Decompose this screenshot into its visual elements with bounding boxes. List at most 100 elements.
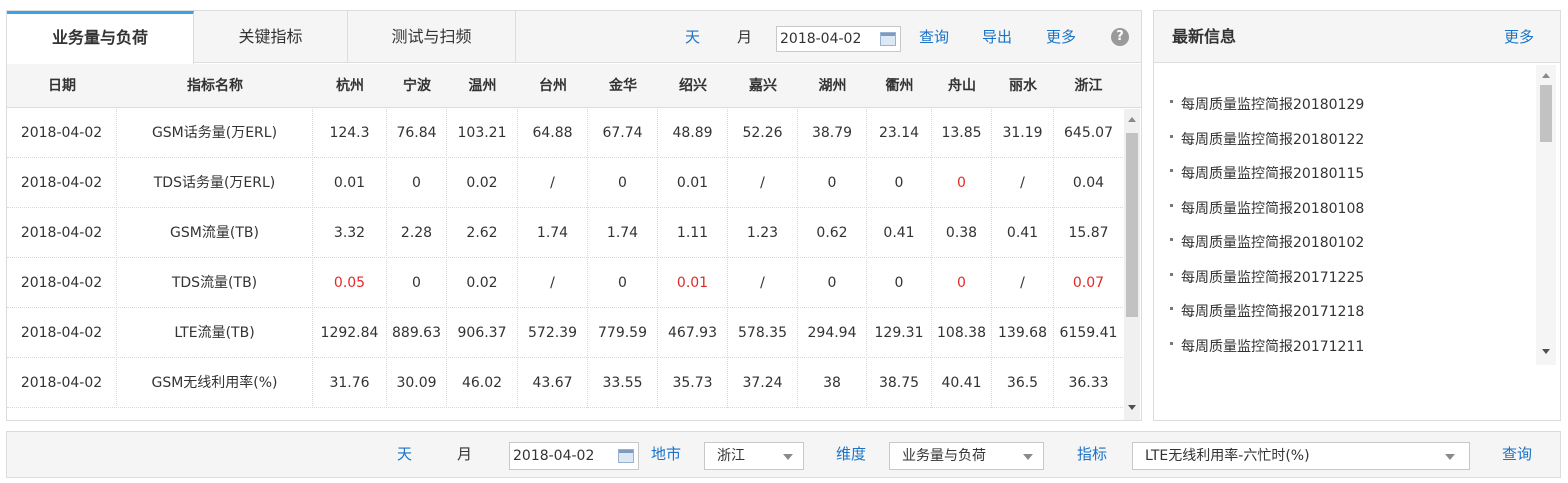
- table-cell-zhoushan: 0: [932, 259, 992, 308]
- table-cell-huzhou: 294.94: [798, 309, 867, 358]
- bullet-icon: [1170, 203, 1173, 207]
- table-scroll-thumb[interactable]: [1126, 133, 1138, 317]
- table-cell-indicator: GSM话务量(万ERL): [117, 109, 313, 158]
- column-header-ningbo: 宁波: [403, 78, 431, 94]
- table-cell-quzhou: 0: [867, 259, 932, 308]
- table-row: 2018-04-02 TDS话务量(万ERL) 0.01 0 0.02/0 0.01/0 0…: [7, 159, 1123, 208]
- news-scrollbar[interactable]: [1536, 65, 1556, 365]
- table-cell-wenzhou: 2.62: [447, 209, 518, 258]
- calendar-icon[interactable]: [880, 32, 896, 46]
- export-button[interactable]: 导出: [982, 28, 1013, 46]
- metric-select[interactable]: LTE无线利用率-六忙时(%): [1132, 442, 1470, 470]
- table-cell-hangzhou: 124.3: [313, 109, 387, 158]
- table-cell-huzhou: 0.62: [798, 209, 867, 258]
- tab-traffic-load[interactable]: 业务量与负荷: [7, 11, 194, 64]
- news-item-label: 每周质量监控简报20180115: [1181, 166, 1365, 182]
- column-header-taizhou: 台州: [539, 78, 567, 94]
- metric-chevron-down-icon: [1445, 454, 1455, 460]
- news-item-label: 每周质量监控简报20180122: [1181, 131, 1365, 148]
- news-scroll-up-icon[interactable]: [1542, 73, 1550, 78]
- table-cell-ningbo: 2.28: [387, 209, 447, 258]
- bullet-icon: [1170, 100, 1173, 103]
- news-item[interactable]: 每周质量监控简报20171225: [1170, 268, 1364, 288]
- table-body: 2018-04-02 GSM话务量(万ERL) 124.3 76.84 103.21 64…: [7, 109, 1123, 420]
- table-cell-ningbo: 889.63: [387, 309, 447, 358]
- metric-label: 指标: [1077, 445, 1108, 463]
- column-header-indicator: 指标名称: [187, 78, 243, 94]
- table-cell-huzhou: 0: [798, 159, 867, 208]
- query-button[interactable]: 查询: [919, 28, 950, 46]
- filter-day-toggle[interactable]: 天: [397, 445, 413, 463]
- news-item-label: 每周质量监控简报20171218: [1181, 304, 1365, 320]
- column-header-wenzhou: 温州: [468, 78, 497, 94]
- news-item[interactable]: 每周质量监控简报20180129: [1170, 95, 1364, 115]
- news-item[interactable]: 每周质量监控简报20180122: [1170, 130, 1364, 150]
- filter-month-toggle[interactable]: 月: [457, 445, 473, 463]
- day-toggle[interactable]: 天: [685, 28, 701, 46]
- table-cell-zhejiang: 645.07: [1064, 125, 1113, 141]
- table-cell-taizhou: 572.39: [518, 309, 588, 358]
- metric-value: LTE无线利用率-六忙时(%): [1145, 448, 1310, 464]
- table-cell-hangzhou: 3.32: [313, 209, 387, 258]
- city-select[interactable]: 浙江: [704, 442, 804, 470]
- table-cell-wenzhou: 906.37: [447, 309, 518, 358]
- news-item-label: 每周质量监控简报20180129: [1181, 97, 1365, 113]
- table-row: 2018-04-02 LTE流量(TB) 1292.84 889.63 906.37 57…: [7, 309, 1123, 358]
- news-item[interactable]: 每周质量监控简报20180115: [1170, 164, 1364, 184]
- city-chevron-down-icon: [783, 454, 793, 460]
- date-picker[interactable]: 2018-04-02: [776, 26, 901, 52]
- table-cell-hangzhou: 0.01: [313, 159, 387, 208]
- filter-calendar-icon[interactable]: [618, 449, 634, 463]
- help-icon[interactable]: ?: [1111, 28, 1129, 46]
- column-header-huzhou: 湖州: [818, 78, 847, 94]
- table-cell-shaoxing: 467.93: [658, 309, 728, 358]
- bullet-icon: [1170, 272, 1173, 276]
- table-cell-taizhou: 43.67: [518, 359, 588, 408]
- table-cell-shaoxing: 0.01: [658, 159, 728, 208]
- news-title: 最新信息: [1172, 27, 1237, 46]
- dimension-select[interactable]: 业务量与负荷: [889, 442, 1044, 470]
- table-cell-zhejiang: 0.07: [1072, 275, 1105, 291]
- table-cell-jiaxing: 1.23: [728, 209, 798, 258]
- scroll-down-icon[interactable]: [1128, 405, 1136, 410]
- column-header-jinhua: 金华: [609, 78, 637, 94]
- table-cell-indicator: TDS话务量(万ERL): [117, 159, 313, 208]
- bullet-icon: [1170, 238, 1173, 241]
- table-cell-jiaxing: 37.24: [728, 359, 798, 408]
- news-item[interactable]: 每周质量监控简报20180108: [1170, 199, 1364, 219]
- kpi-panel: 业务量与负荷 关键指标 测试与扫频 天 月 2018-04-02 查询 导出 更…: [6, 10, 1142, 421]
- news-item[interactable]: 每周质量监控简报20180102: [1170, 233, 1364, 253]
- table-cell-taizhou: 1.74: [518, 209, 588, 258]
- table-cell-quzhou: 38.75: [867, 359, 932, 408]
- tab-key-indicators[interactable]: 关键指标: [194, 11, 348, 63]
- table-scrollbar[interactable]: [1124, 109, 1140, 420]
- table-cell-zhejiang: 15.87: [1068, 225, 1109, 241]
- table-cell-huzhou: 0: [798, 259, 867, 308]
- news-more-link[interactable]: 更多: [1504, 28, 1535, 46]
- table-cell-date: 2018-04-02: [7, 109, 117, 158]
- news-item[interactable]: 每周质量监控简报20171218: [1170, 302, 1364, 322]
- table-cell-quzhou: 0.41: [867, 209, 932, 258]
- column-header-zhoushan: 舟山: [948, 78, 976, 94]
- more-button[interactable]: 更多: [1046, 28, 1077, 46]
- column-header-quzhou: 衢州: [885, 78, 914, 94]
- scroll-up-icon[interactable]: [1128, 117, 1136, 122]
- bullet-icon: [1170, 169, 1173, 172]
- news-item-label: 每周质量监控简报20180102: [1181, 235, 1365, 251]
- tab-test-scan[interactable]: 测试与扫频: [348, 11, 516, 63]
- dimension-chevron-down-icon: [1023, 454, 1033, 460]
- news-scroll-down-icon[interactable]: [1542, 349, 1550, 354]
- table-cell-jiaxing: 52.26: [728, 109, 798, 158]
- table-cell-wenzhou: 0.02: [447, 259, 518, 308]
- filter-date-picker[interactable]: 2018-04-02: [509, 442, 639, 470]
- column-header-zhejiang: 浙江: [1074, 78, 1103, 94]
- table-cell-lishui: 31.19: [992, 109, 1054, 158]
- filter-query-button[interactable]: 查询: [1502, 445, 1533, 463]
- month-toggle[interactable]: 月: [737, 28, 753, 46]
- table-row: 2018-04-02 GSM流量(TB) 3.32 2.28 2.62 1.74 1.74 1…: [7, 209, 1123, 258]
- news-item[interactable]: 每周质量监控简报20171211: [1170, 337, 1364, 357]
- news-scroll-thumb[interactable]: [1540, 85, 1552, 142]
- column-header-shaoxing: 绍兴: [679, 78, 707, 94]
- table-cell-lishui: 0.41: [992, 209, 1054, 258]
- table-cell-huzhou: 38: [798, 359, 867, 408]
